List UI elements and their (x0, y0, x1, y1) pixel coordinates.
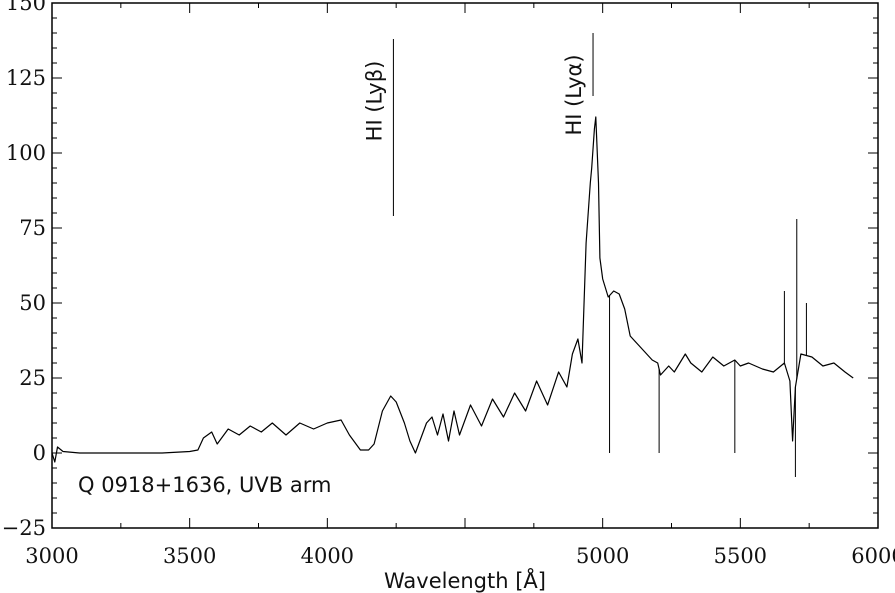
x-tick-label: 3500 (163, 544, 216, 568)
spectrum-line (51, 116, 854, 463)
x-tick-label: 6000 (851, 544, 895, 568)
y-tick-label: 25 (19, 366, 46, 390)
y-tick-label: 150 (6, 0, 46, 15)
x-tick-label: 4000 (301, 544, 354, 568)
annotation-label: Q 0918+1636, UVB arm (78, 473, 331, 497)
y-tick-label: −25 (2, 516, 46, 540)
axis-ticks (51, 2, 879, 529)
x-tick-label: 3000 (25, 544, 78, 568)
x-tick-label: 5000 (576, 544, 629, 568)
plot-frame (51, 2, 879, 529)
x-tick-label: 5500 (714, 544, 767, 568)
series-layer (51, 116, 854, 477)
line-markers: HI (Lyβ) HI (Lyα) (362, 33, 594, 216)
y-tick-label: 125 (6, 66, 46, 90)
tick-labels: 3000 3500 4000 5000 5500 6000 −25 0 25 50 75 100 125… (2, 0, 895, 568)
y-tick-label: 75 (19, 216, 46, 240)
x-axis-title: Wavelength [Å] (384, 567, 546, 593)
y-tick-label: 100 (6, 141, 46, 165)
y-tick-label: 0 (33, 441, 46, 465)
line-marker-label: HI (Lyβ) (362, 61, 386, 142)
y-tick-label: 50 (19, 291, 46, 315)
line-marker-label: HI (Lyα) (562, 54, 586, 135)
